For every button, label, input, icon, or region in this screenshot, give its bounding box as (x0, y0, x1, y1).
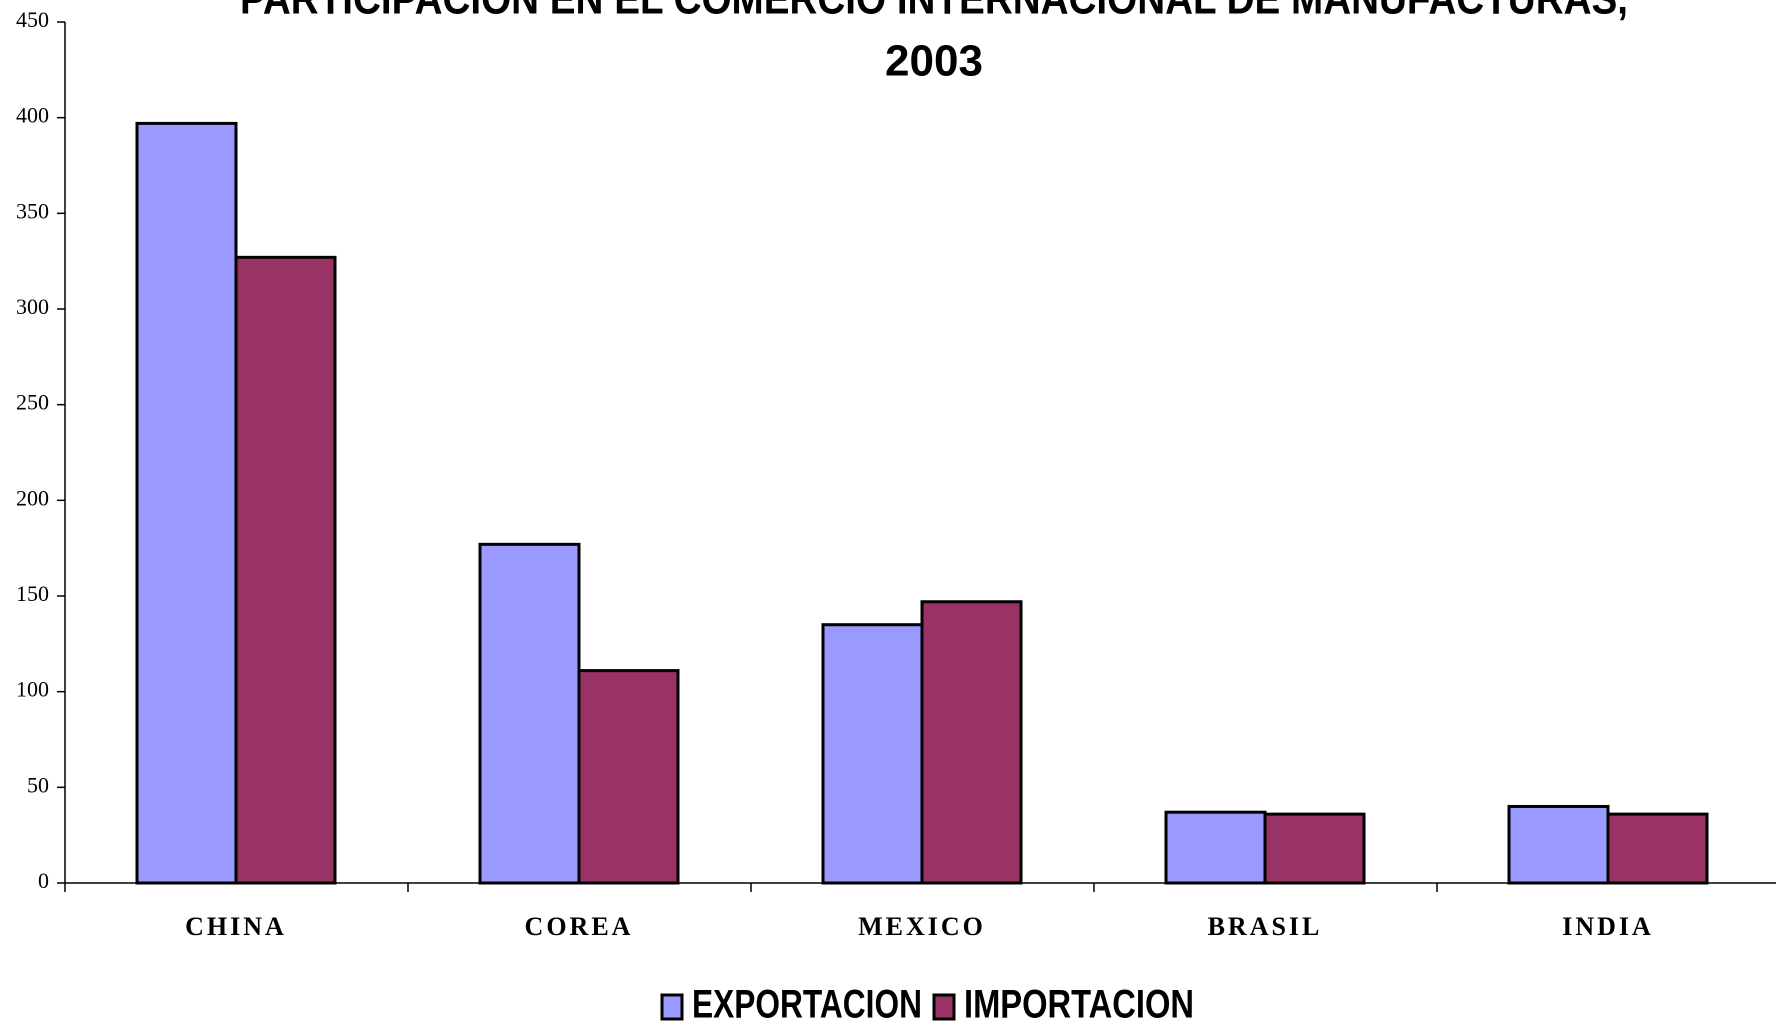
chart-title: PARTICIPACION EN EL COMERCIO INTERNACION… (240, 0, 1628, 24)
bar (478, 542, 581, 885)
x-tick-label: CHINA (185, 912, 287, 941)
bar (1164, 810, 1267, 885)
x-tick-label: INDIA (1562, 912, 1654, 941)
x-tick-label: MEXICO (858, 912, 986, 941)
y-tick-label: 400 (16, 103, 49, 128)
y-tick-label: 50 (27, 772, 49, 797)
x-tick-label: COREA (525, 912, 634, 941)
y-tick-label: 0 (38, 868, 49, 893)
y-tick-label: 250 (16, 390, 49, 415)
bar (577, 669, 680, 885)
legend-label: EXPORTACION (692, 983, 922, 1026)
y-tick-label: 100 (16, 677, 49, 702)
y-tick-label: 200 (16, 485, 49, 510)
legend-label: IMPORTACION (964, 983, 1194, 1026)
y-tick-label: 300 (16, 294, 49, 319)
y-tick-label: 450 (16, 7, 49, 32)
bar (821, 623, 924, 885)
chart-title: 2003 (885, 37, 983, 86)
bar (234, 255, 337, 885)
legend-swatch (932, 993, 956, 1021)
bar (1606, 812, 1709, 885)
bar (1507, 804, 1610, 885)
bar (135, 121, 238, 885)
y-tick-label: 150 (16, 581, 49, 606)
x-tick-label: BRASIL (1208, 912, 1323, 941)
legend-swatch (660, 993, 684, 1021)
bar (1263, 812, 1366, 885)
bar (920, 600, 1023, 885)
y-tick-label: 350 (16, 198, 49, 223)
